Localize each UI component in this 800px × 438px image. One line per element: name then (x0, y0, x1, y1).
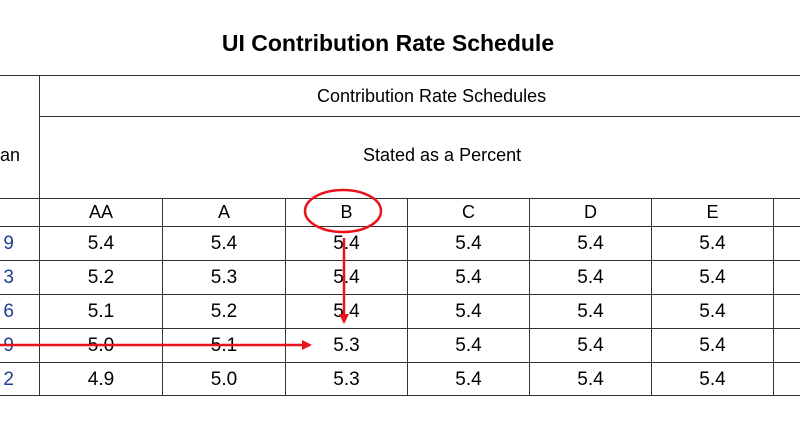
column-divider (773, 198, 774, 395)
table-cell: 5.2 (87, 267, 115, 288)
left-header-fragment: an (0, 145, 21, 165)
row-fragment: 6 (3, 301, 14, 322)
table-cell: 5.3 (333, 335, 360, 356)
table-cell: 5.4 (455, 233, 482, 254)
table-cell: 5.4 (455, 301, 482, 322)
column-divider (529, 198, 530, 395)
column-header-c: C (462, 202, 475, 222)
column-divider (407, 198, 408, 395)
table-cell: 5.4 (455, 267, 482, 288)
table-cell: 5.4 (333, 233, 360, 254)
table-cell: 5.4 (577, 233, 604, 254)
column-divider (162, 198, 163, 395)
group-header-divider (39, 116, 800, 117)
row-divider (0, 260, 800, 261)
table-cell: 5.4 (577, 267, 604, 288)
column-header-divider (0, 226, 800, 227)
table-top-border (0, 75, 800, 76)
table-cell: 5.4 (577, 369, 604, 390)
table-bottom-border (0, 395, 800, 396)
column-divider (285, 198, 286, 395)
column-header-d: D (584, 202, 597, 222)
row-fragment: 2 (3, 369, 14, 390)
table-cell: 5.2 (210, 301, 238, 322)
column-divider (39, 75, 40, 395)
page-title: UI Contribution Rate Schedule (221, 30, 555, 56)
table-cell: 5.4 (577, 301, 604, 322)
column-header-aa: AA (88, 202, 113, 222)
table-cell: 5.4 (699, 335, 726, 356)
column-header-e: E (706, 202, 719, 222)
table-cell: 4.9 (87, 369, 115, 390)
table-cell: 5.4 (87, 233, 115, 254)
table-cell: 5.1 (210, 335, 238, 356)
table-cell: 5.4 (699, 267, 726, 288)
table-cell: 5.4 (210, 233, 238, 254)
row-fragment: 3 (3, 267, 14, 288)
table-cell: 5.3 (210, 267, 238, 288)
group-header: Contribution Rate Schedules (317, 86, 547, 106)
row-fragment: 9 (3, 335, 14, 356)
row-divider (0, 362, 800, 363)
header-divider (0, 198, 800, 199)
table-cell: 5.4 (699, 369, 726, 390)
table-cell: 5.4 (333, 301, 360, 322)
table-cell: 5.4 (333, 267, 360, 288)
column-header-a: A (217, 202, 230, 222)
table-cell: 5.1 (87, 301, 115, 322)
row-fragment: 9 (3, 233, 14, 254)
row-divider (0, 294, 800, 295)
column-divider (651, 198, 652, 395)
table-cell: 5.0 (210, 369, 238, 390)
table-cell: 5.4 (455, 369, 482, 390)
table-cell: 5.0 (87, 335, 115, 356)
stated-as-percent-header: Stated as a Percent (363, 145, 522, 165)
row-divider (0, 328, 800, 329)
table-cell: 5.4 (699, 233, 726, 254)
table-cell: 5.4 (577, 335, 604, 356)
column-header-b: B (340, 202, 353, 222)
table-cell: 5.4 (699, 301, 726, 322)
table-cell: 5.4 (455, 335, 482, 356)
table-cell: 5.3 (333, 369, 360, 390)
